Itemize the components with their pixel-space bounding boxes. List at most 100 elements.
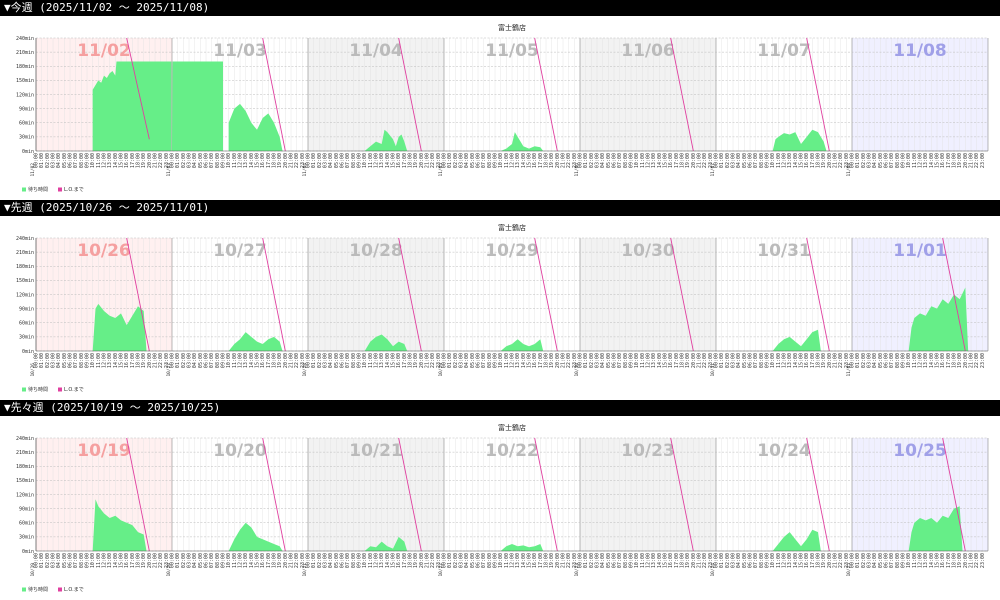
x-tick-label: 15:00 (663, 553, 669, 568)
x-tick-label: 11:00 (912, 353, 918, 368)
x-tick-label: 21:00 (289, 353, 295, 368)
x-tick-label: 02:00 (861, 353, 867, 368)
x-tick-label: 11:00 (368, 153, 374, 168)
x-tick-label: 08:00 (623, 153, 629, 168)
lo-line (806, 37, 830, 152)
x-tick-label: 21:00 (153, 353, 159, 368)
x-tick-label: 00:00 (850, 153, 856, 168)
x-tick-label: 18:00 (544, 153, 550, 168)
x-tick-label: 18:00 (544, 353, 550, 368)
x-tick-label: 18:00 (952, 553, 958, 568)
x-tick-label: 12:00 (510, 353, 516, 368)
x-tick-label: 22:00 (702, 353, 708, 368)
chart-title: 富士鶴店 (498, 23, 526, 32)
x-tick-label: 06:00 (204, 553, 210, 568)
x-tick-label: 17:00 (402, 553, 408, 568)
x-tick-label: 06:00 (476, 353, 482, 368)
x-tick-label: 02:00 (453, 353, 459, 368)
x-tick-label: 13:00 (923, 153, 929, 168)
x-tick-label: 10:00 (770, 153, 776, 168)
x-tick-label: 22:00 (974, 553, 980, 568)
day-label: 11/07 (757, 41, 811, 61)
x-tick-label: 04:00 (56, 353, 62, 368)
legend-swatch (58, 187, 62, 192)
x-tick-label: 22:00 (158, 353, 164, 368)
y-tick-label: 120min (16, 292, 34, 298)
x-tick-label: 15:00 (935, 353, 941, 368)
x-tick-label: 03:00 (595, 353, 601, 368)
x-tick-label: 09:00 (85, 153, 91, 168)
x-tick-label: 16:00 (532, 153, 538, 168)
x-tick-label: 03:00 (595, 153, 601, 168)
x-tick-label: 09:00 (629, 153, 635, 168)
x-tick-label: 09:00 (357, 153, 363, 168)
x-date-label: 10/27 (166, 363, 172, 377)
lo-line (670, 37, 694, 152)
x-tick-label: 01:00 (719, 353, 725, 368)
x-tick-label: 12:00 (102, 153, 108, 168)
x-date-label: 10/23 (574, 563, 580, 577)
x-tick-label: 13:00 (243, 553, 249, 568)
x-tick-label: 15:00 (527, 353, 533, 368)
x-tick-label: 05:00 (742, 353, 748, 368)
x-tick-label: 19:00 (413, 553, 419, 568)
x-tick-label: 22:00 (838, 353, 844, 368)
x-tick-label: 12:00 (918, 553, 924, 568)
y-tick-label: 0min (22, 349, 34, 355)
x-tick-label: 00:00 (34, 553, 40, 568)
x-tick-label: 07:00 (617, 353, 623, 368)
x-tick-label: 17:00 (266, 153, 272, 168)
x-tick-label: 07:00 (73, 153, 79, 168)
x-tick-label: 20:00 (147, 553, 153, 568)
lo-line (262, 437, 286, 552)
x-tick-label: 19:00 (277, 153, 283, 168)
x-tick-label: 21:00 (561, 153, 567, 168)
lo-line (534, 37, 558, 152)
day-label: 10/21 (349, 441, 403, 461)
x-tick-label: 21:00 (697, 353, 703, 368)
x-tick-label: 20:00 (827, 153, 833, 168)
wait-time-area (92, 287, 969, 351)
x-tick-label: 12:00 (238, 153, 244, 168)
y-tick-label: 120min (16, 492, 34, 498)
x-tick-label: 07:00 (345, 153, 351, 168)
x-tick-label: 10:00 (906, 553, 912, 568)
x-tick-label: 13:00 (515, 553, 521, 568)
x-tick-label: 18:00 (680, 353, 686, 368)
y-tick-label: 60min (19, 321, 34, 327)
x-tick-label: 07:00 (481, 353, 487, 368)
x-tick-label: 18:00 (272, 553, 278, 568)
day-label: 10/25 (893, 441, 947, 461)
day-label: 10/29 (485, 241, 539, 261)
x-tick-label: 16:00 (940, 353, 946, 368)
x-tick-label: 05:00 (878, 153, 884, 168)
x-tick-label: 21:00 (153, 553, 159, 568)
x-tick-label: 23:00 (164, 553, 170, 568)
x-tick-label: 02:00 (589, 153, 595, 168)
x-tick-label: 07:00 (889, 353, 895, 368)
x-tick-label: 01:00 (855, 553, 861, 568)
x-tick-label: 18:00 (816, 353, 822, 368)
x-tick-label: 13:00 (651, 353, 657, 368)
x-tick-label: 01:00 (583, 553, 589, 568)
y-tick-label: 180min (16, 64, 34, 70)
x-tick-label: 23:00 (436, 553, 442, 568)
x-tick-label: 09:00 (357, 553, 363, 568)
y-tick-label: 60min (19, 121, 34, 127)
x-tick-label: 01:00 (39, 153, 45, 168)
x-tick-label: 05:00 (198, 153, 204, 168)
x-tick-label: 11:00 (368, 353, 374, 368)
x-tick-label: 00:00 (850, 553, 856, 568)
x-tick-label: 23:00 (844, 353, 850, 368)
lo-line (126, 437, 150, 552)
legend-swatch (22, 187, 26, 192)
x-tick-label: 04:00 (736, 553, 742, 568)
x-tick-label: 14:00 (793, 353, 799, 368)
x-tick-label: 03:00 (731, 153, 737, 168)
lo-line (670, 437, 694, 552)
x-tick-label: 16:00 (260, 553, 266, 568)
x-tick-label: 22:00 (294, 153, 300, 168)
y-tick-label: 210min (16, 250, 34, 256)
x-tick-label: 22:00 (294, 353, 300, 368)
x-tick-label: 08:00 (351, 153, 357, 168)
